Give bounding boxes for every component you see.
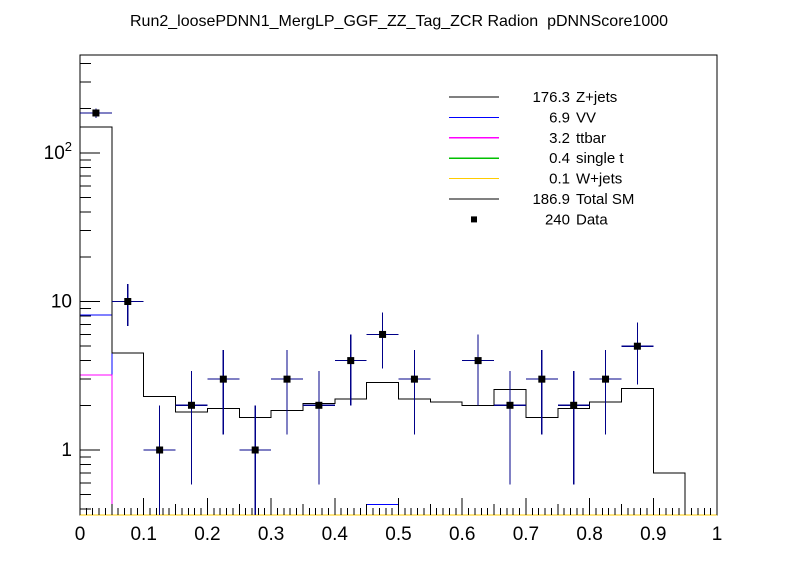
data-marker — [602, 375, 610, 383]
y-tick-label: 102 — [44, 139, 72, 164]
data-marker — [92, 109, 100, 117]
data-marker — [124, 297, 132, 305]
data-marker — [283, 375, 291, 383]
x-tick-label: 0 — [75, 524, 86, 545]
legend-entry-single-t: 0.4 single t — [449, 150, 624, 167]
legend-entry-z-jets: 176.3 Z+jets — [449, 89, 617, 106]
data-marker — [156, 446, 164, 454]
legend-label: ttbar — [576, 130, 606, 147]
x-tick-label: 0.4 — [322, 524, 349, 545]
legend-value: 186.9 — [532, 191, 570, 208]
data-marker — [633, 342, 641, 350]
legend-value: 0.1 — [549, 171, 570, 188]
data-marker — [410, 375, 418, 383]
legend-entry-w-jets: 0.1 W+jets — [449, 171, 622, 188]
legend: 176.3 Z+jets 6.9 VV 3.2 ttbar 0.4 single t 0.1 W+… — [449, 89, 634, 228]
x-tick-label: 0.1 — [130, 524, 156, 545]
legend-value: 240 — [545, 211, 570, 228]
data-marker — [379, 330, 387, 338]
data-marker — [315, 401, 323, 409]
x-axis: 0 0.1 0.2 0.3 0.4 0.5 0.6 0.7 0.8 0.9 1 — [75, 498, 723, 545]
x-tick-label: 0.2 — [194, 524, 220, 545]
x-tick-label: 0.6 — [449, 524, 475, 545]
data-marker — [538, 375, 546, 383]
data-marker — [187, 401, 195, 409]
legend-entry-vv: 6.9 VV — [449, 109, 596, 126]
data-marker — [251, 446, 259, 454]
legend-entry-total-sm: 186.9 Total SM — [449, 191, 634, 208]
legend-label: Total SM — [576, 191, 634, 208]
legend-value: 3.2 — [549, 130, 570, 147]
x-tick-label: 0.8 — [576, 524, 602, 545]
series-total-sm-line — [79, 126, 717, 516]
x-tick-label: 0.3 — [258, 524, 284, 545]
data-marker — [506, 401, 514, 409]
y-axis: 1 10 102 — [44, 63, 100, 510]
x-tick-label: 0.9 — [640, 524, 666, 545]
legend-label: single t — [576, 150, 624, 167]
data-points — [80, 108, 654, 515]
legend-swatch-marker — [471, 216, 477, 223]
legend-value: 176.3 — [532, 89, 570, 106]
plot-frame — [79, 54, 718, 516]
series-vv-line — [79, 314, 717, 516]
y-tick-label: 1 — [61, 440, 72, 461]
legend-label: VV — [576, 109, 596, 126]
legend-value: 0.4 — [549, 150, 570, 167]
data-marker — [219, 375, 227, 383]
legend-label: Data — [576, 211, 608, 228]
legend-label: Z+jets — [576, 89, 617, 106]
y-tick-label: 10 — [51, 291, 72, 312]
legend-entry-ttbar: 3.2 ttbar — [449, 130, 606, 147]
data-marker — [347, 357, 355, 365]
data-marker — [570, 401, 578, 409]
data-marker — [474, 357, 482, 365]
x-tick-label: 0.5 — [385, 524, 411, 545]
legend-entry-data: 240 Data — [471, 211, 608, 228]
x-tick-label: 0.7 — [513, 524, 539, 545]
chart-title: Run2_loosePDNN1_MergLP_GGF_ZZ_Tag_ZCR Ra… — [130, 13, 668, 30]
legend-value: 6.9 — [549, 109, 570, 126]
legend-label: W+jets — [576, 171, 622, 188]
x-tick-label: 1 — [712, 524, 723, 545]
